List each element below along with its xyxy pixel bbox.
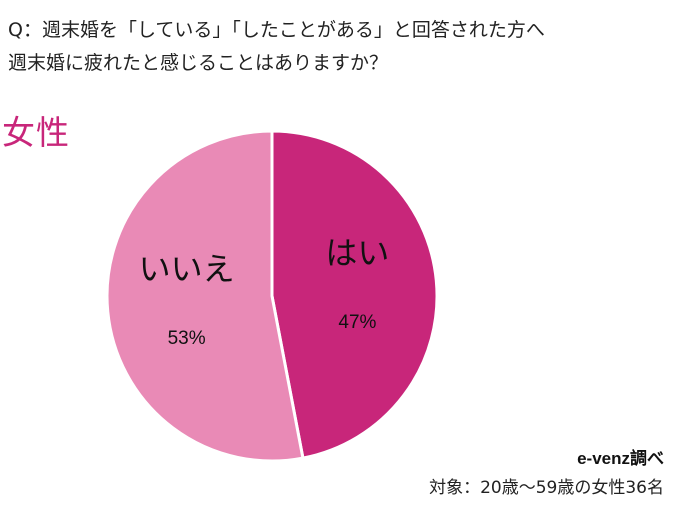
pie-slice-0: [270, 129, 439, 460]
subject-label: 女性: [2, 113, 70, 152]
pie-slice-value-1: 53%: [168, 328, 206, 349]
question-text: Q：週末婚を「している」「したことがある」と回答された方へ 週末婚に疲れたと感じ…: [8, 14, 668, 80]
question-line-2: 週末婚に疲れたと感じることはありますか？: [8, 52, 389, 74]
pie-slice-label-0: はい: [325, 234, 389, 272]
pie-slice-value-0: 47%: [338, 312, 376, 333]
question-line-1: Q：週末婚を「している」「したことがある」と回答された方へ: [8, 19, 545, 41]
source-credit: e-venz調べ: [577, 449, 664, 468]
pie-slice-1: [105, 129, 305, 463]
sample-description: 対象：20歳～59歳の女性36名: [429, 478, 664, 498]
pie-slice-label-1: いいえ: [139, 250, 235, 288]
